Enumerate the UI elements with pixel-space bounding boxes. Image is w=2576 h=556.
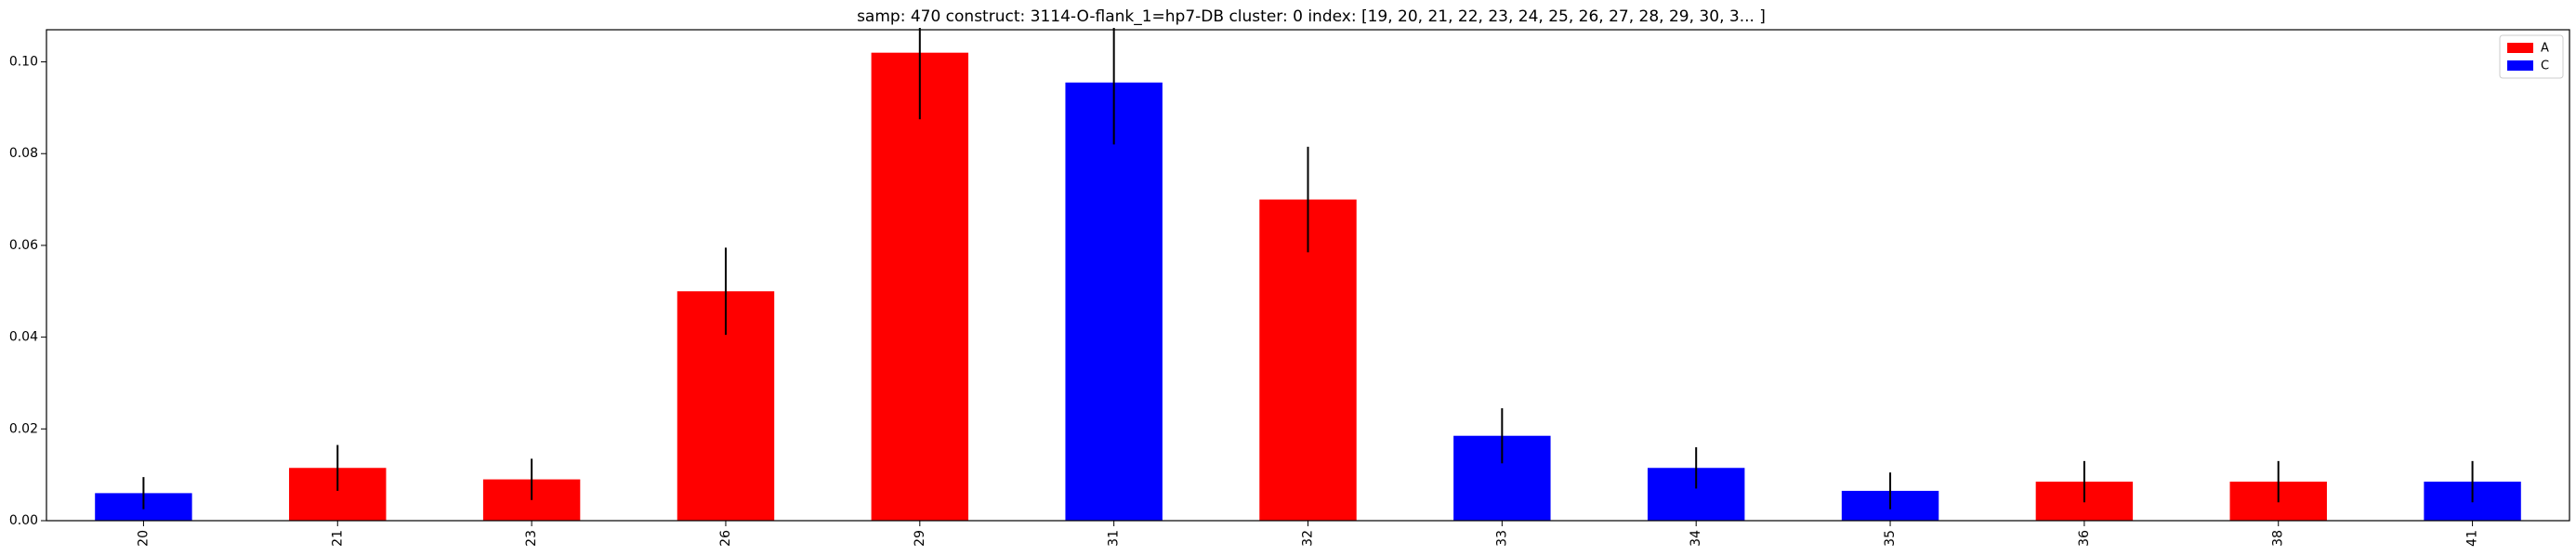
x-tick-label-35: 35 [1883,530,1898,547]
legend-box [2499,34,2564,79]
y-tick-label-5: 0.10 [9,55,38,70]
bar-32 [1259,199,1357,521]
x-tick-label-20: 20 [136,530,151,547]
error-bars-group [142,28,2474,510]
x-tick-label-33: 33 [1494,530,1509,547]
bar-29 [871,52,969,521]
legend-label-A: A [2541,42,2549,56]
y-tick-label-2: 0.04 [9,330,38,345]
legend-swatch-A [2507,43,2533,53]
legend: AC [2499,34,2564,79]
x-tick-label-36: 36 [2077,530,2092,547]
bars-group [95,52,2521,521]
bar-31 [1065,82,1163,521]
legend-swatch-C [2507,60,2533,71]
x-tick-label-34: 34 [1689,530,1703,547]
x-tick-label-38: 38 [2271,530,2286,547]
y-tick-label-0: 0.00 [9,513,38,528]
y-tick-label-4: 0.08 [9,146,38,161]
x-tick-label-26: 26 [718,530,733,547]
x-axis: 20 21 23 26 29 31 32 33 34 35 36 38 41 [136,521,2480,547]
x-tick-label-41: 41 [2465,530,2480,547]
chart-title: samp: 470 construct: 3114-O-flank_1=hp7-… [857,7,1766,26]
x-tick-label-29: 29 [913,530,927,547]
x-tick-label-32: 32 [1301,530,1316,547]
y-tick-label-1: 0.02 [9,421,38,436]
x-tick-label-31: 31 [1107,530,1122,547]
x-tick-label-21: 21 [330,530,345,547]
x-tick-label-23: 23 [524,530,539,547]
legend-label-C: C [2541,60,2549,73]
y-tick-label-3: 0.06 [9,238,38,253]
y-axis: 0.00 0.02 0.04 0.06 0.08 0.10 [9,55,46,528]
